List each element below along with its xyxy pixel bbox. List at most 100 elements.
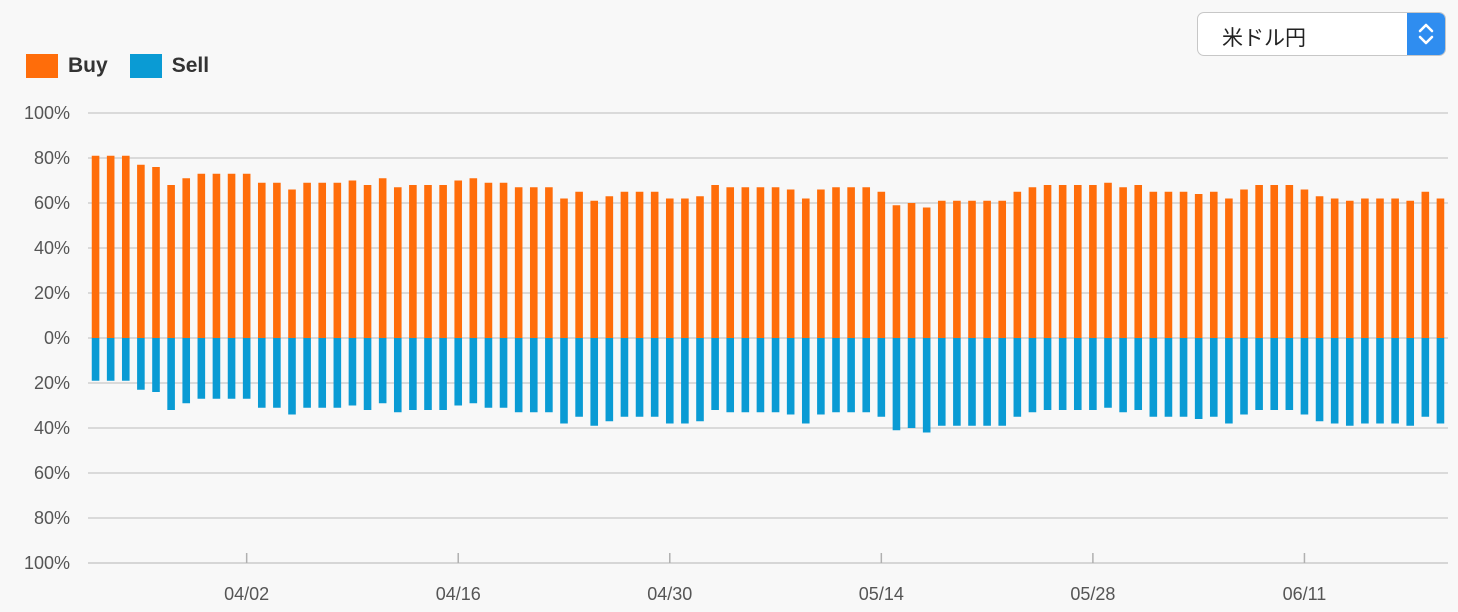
- sell-bar: [393, 338, 402, 413]
- x-tick-label: 04/02: [224, 584, 269, 604]
- sell-bar: [484, 338, 493, 408]
- buy-bar: [635, 191, 644, 338]
- buy-bar: [560, 198, 568, 338]
- y-tick-label: 0%: [44, 328, 70, 348]
- sell-bar: [424, 338, 432, 410]
- buy-bar: [288, 189, 296, 338]
- sell-bar: [545, 338, 553, 413]
- sell-bar: [469, 338, 478, 404]
- buy-bar: [1089, 185, 1097, 338]
- currency-pair-value: 米ドル円: [1222, 27, 1306, 50]
- sell-bar: [620, 338, 629, 417]
- y-tick-label: 20%: [34, 283, 70, 303]
- sell-bar: [650, 338, 659, 417]
- buy-bar: [1119, 187, 1127, 338]
- sell-bar: [1043, 338, 1052, 410]
- buy-bar: [393, 187, 402, 338]
- buy-bar: [907, 203, 916, 338]
- buy-bar: [257, 182, 266, 338]
- sell-bar: [1225, 338, 1233, 424]
- sell-bar: [514, 338, 523, 413]
- buy-bar: [1209, 191, 1218, 338]
- x-tick-label: 05/28: [1070, 584, 1115, 604]
- sell-bar: [862, 338, 871, 413]
- buy-bar: [1028, 187, 1037, 338]
- currency-pair-select[interactable]: 米ドル円: [1197, 12, 1446, 56]
- sell-bar: [1330, 338, 1339, 424]
- buy-bar: [1285, 185, 1294, 338]
- buy-bar: [892, 205, 901, 338]
- buy-bar: [650, 191, 659, 338]
- buy-bar: [1361, 198, 1369, 338]
- sell-bar: [137, 338, 145, 390]
- buy-bar: [1179, 191, 1188, 338]
- sell-bar: [1028, 338, 1037, 413]
- buy-bar: [348, 180, 357, 338]
- sell-bar: [771, 338, 780, 413]
- sell-bar: [1058, 338, 1067, 410]
- sell-bar: [303, 338, 311, 408]
- buy-bar: [756, 187, 765, 338]
- sell-bar: [529, 338, 538, 413]
- sell-bar: [1376, 338, 1384, 424]
- buy-bar: [741, 187, 750, 338]
- sell-bar: [242, 338, 251, 399]
- sell-bar: [665, 338, 674, 424]
- buy-bar: [1043, 185, 1052, 338]
- buy-bar: [620, 191, 629, 338]
- sell-bar: [1164, 338, 1173, 417]
- buy-bar: [121, 155, 130, 338]
- buy-bar: [983, 200, 991, 338]
- buy-bar: [1330, 198, 1339, 338]
- buy-bar: [575, 191, 583, 338]
- buy-bar: [227, 173, 236, 338]
- buy-bar: [212, 173, 221, 338]
- sell-bar: [273, 338, 281, 408]
- sell-bar: [635, 338, 644, 417]
- sell-bar: [348, 338, 357, 406]
- sell-bar: [197, 338, 206, 399]
- sell-bar: [499, 338, 508, 408]
- buy-bar: [681, 198, 689, 338]
- sell-bar: [1179, 338, 1188, 417]
- sell-bar: [152, 338, 160, 392]
- buy-bar: [711, 185, 719, 338]
- sell-bar: [741, 338, 750, 413]
- updown-chevron-icon[interactable]: [1407, 13, 1445, 55]
- sell-bar: [439, 338, 447, 410]
- legend-item-buy[interactable]: Buy: [26, 54, 108, 78]
- buy-bar: [968, 200, 976, 338]
- sell-bar: [257, 338, 266, 408]
- sell-bar: [696, 338, 704, 422]
- buy-bar: [499, 182, 508, 338]
- y-tick-label: 80%: [34, 508, 70, 528]
- legend-item-sell[interactable]: Sell: [129, 54, 209, 78]
- buy-bar: [847, 187, 855, 338]
- sell-bar: [1421, 338, 1430, 417]
- buy-bar: [1376, 198, 1384, 338]
- sell-bar: [953, 338, 961, 426]
- buy-bar: [273, 182, 281, 338]
- sell-bar: [121, 338, 130, 381]
- buy-bar: [1436, 198, 1445, 338]
- buy-bar: [998, 200, 1007, 338]
- buy-bar: [771, 187, 780, 338]
- sell-bar: [847, 338, 855, 413]
- sell-bar: [726, 338, 735, 413]
- buy-bar: [484, 182, 493, 338]
- sell-bar: [968, 338, 976, 426]
- sell-bar: [1361, 338, 1369, 424]
- sell-bar: [1194, 338, 1203, 419]
- sell-bar: [227, 338, 236, 399]
- y-tick-label: 60%: [34, 463, 70, 483]
- legend: Buy Sell: [26, 54, 231, 78]
- sell-bar: [1240, 338, 1248, 415]
- sell-bar: [212, 338, 221, 399]
- buy-bar: [1134, 185, 1143, 338]
- buy-bar: [605, 196, 614, 338]
- buy-bar: [726, 187, 735, 338]
- buy-bar: [363, 185, 372, 338]
- sell-bar: [91, 338, 100, 381]
- buy-bar: [590, 200, 599, 338]
